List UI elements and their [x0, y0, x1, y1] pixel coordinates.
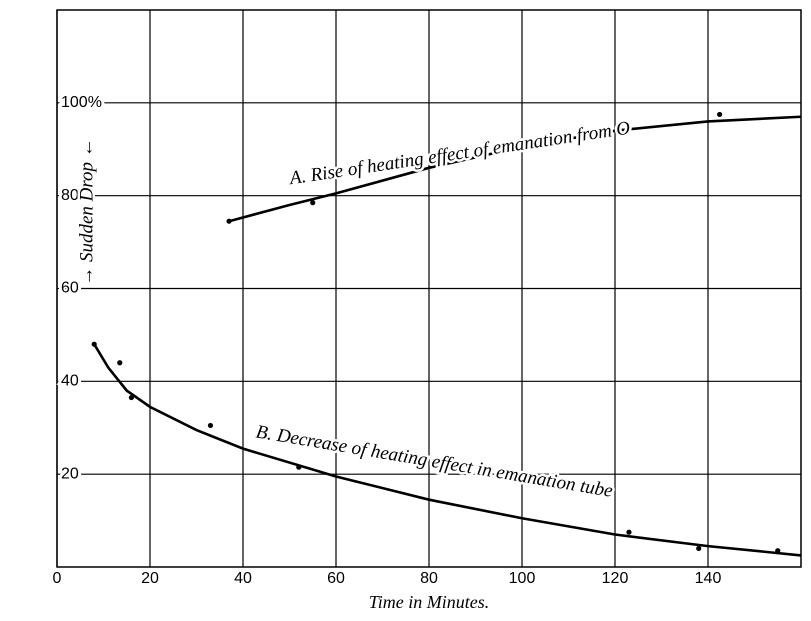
- data-point: [91, 341, 97, 347]
- data-point: [117, 360, 123, 366]
- curve: [228, 115, 802, 223]
- data-point: [128, 394, 134, 401]
- annotation: → Sudden Drop ←: [76, 138, 97, 286]
- curve: [93, 343, 802, 557]
- data-point: [696, 545, 702, 552]
- x-axis-label: Time in Minutes.: [369, 592, 490, 612]
- y-tick-label: 100%: [61, 94, 102, 111]
- curve-label: B. Decrease of heating effect in emanati…: [254, 422, 614, 502]
- data-point: [207, 422, 214, 429]
- y-tick-label: 20: [61, 465, 79, 482]
- x-tick-label: 40: [234, 570, 252, 587]
- x-tick-label: 20: [141, 570, 159, 587]
- x-tick-label: 80: [420, 570, 438, 587]
- x-tick-label: 120: [602, 570, 629, 587]
- x-tick-label: 0: [53, 570, 62, 587]
- curve-label: A. Rise of heating effect of emanation f…: [286, 118, 631, 190]
- y-tick-label: 40: [61, 373, 79, 390]
- data-point: [775, 548, 781, 554]
- x-tick-label: 140: [695, 570, 722, 587]
- data-point: [310, 200, 316, 206]
- x-tick-label: 60: [327, 570, 345, 587]
- y-tick-label: 60: [61, 280, 79, 297]
- y-tick-label: 80: [61, 187, 79, 204]
- data-point: [226, 218, 232, 224]
- data-point: [717, 111, 723, 118]
- data-point: [296, 464, 302, 470]
- x-tick-label: 100: [509, 570, 536, 587]
- data-point: [626, 529, 632, 535]
